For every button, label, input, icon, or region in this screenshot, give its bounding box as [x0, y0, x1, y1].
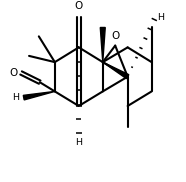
Text: H: H [75, 138, 82, 147]
Text: H: H [12, 93, 19, 102]
Text: O: O [111, 31, 119, 41]
Text: H: H [158, 13, 164, 22]
Polygon shape [23, 91, 55, 100]
Text: O: O [9, 68, 17, 78]
Polygon shape [100, 27, 105, 62]
Text: O: O [75, 1, 83, 11]
Polygon shape [103, 62, 129, 79]
